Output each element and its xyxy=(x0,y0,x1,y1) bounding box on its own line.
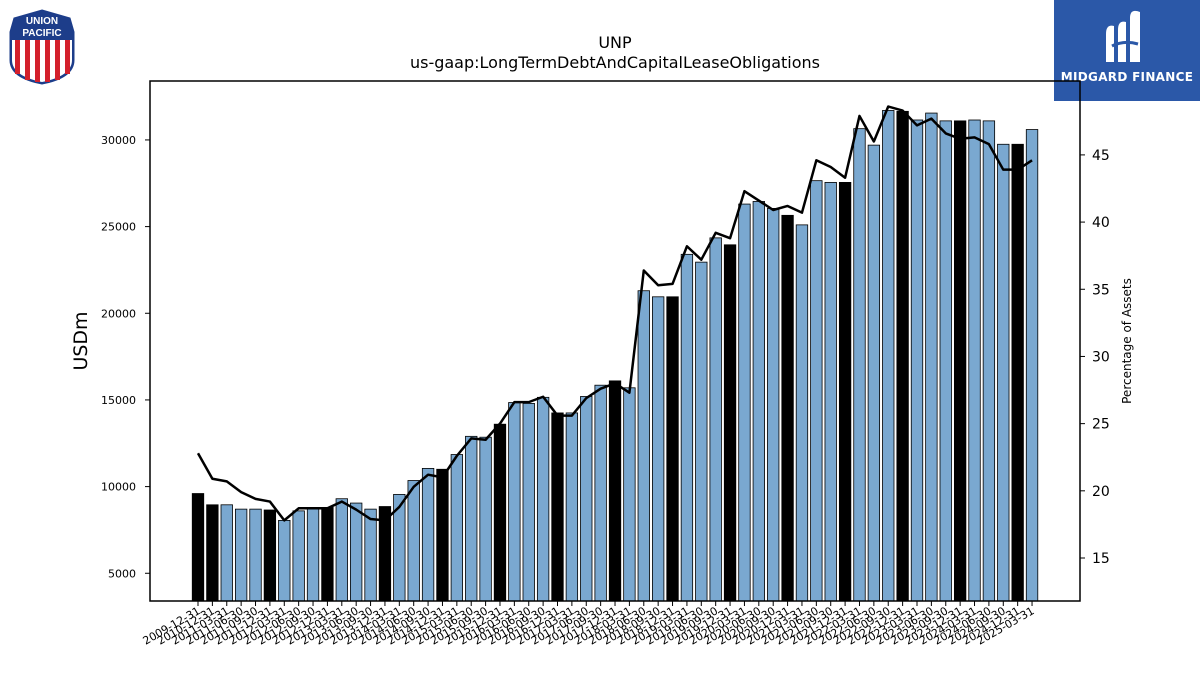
bar-2012-09-30 xyxy=(306,507,320,602)
bar-2024-06-30 xyxy=(982,120,996,602)
bar-2014-12-31 xyxy=(436,468,449,602)
bar-2023-12-31 xyxy=(953,120,967,602)
bar-2011-09-30 xyxy=(249,508,262,602)
bar-2017-06-30 xyxy=(580,396,593,602)
bar-2015-06-30 xyxy=(465,435,478,602)
midgard-finance-logo: MIDGARD FINANCE xyxy=(1054,0,1200,101)
series-line-percentage-of-assets xyxy=(196,105,1033,522)
bar-2024-12-31 xyxy=(1011,143,1024,602)
bar-2022-03-31 xyxy=(853,128,866,602)
bar-2024-09-30 xyxy=(997,143,1010,602)
bar-2022-06-30 xyxy=(867,144,881,602)
bar-2012-06-30 xyxy=(292,510,305,602)
bar-2018-09-30 xyxy=(652,296,665,602)
bar-2016-12-31 xyxy=(551,412,564,602)
bar-2017-03-31 xyxy=(565,412,579,602)
y2-tick-label: 35 xyxy=(1092,282,1110,298)
bar-2019-06-30 xyxy=(695,261,708,602)
midgard-mark-icon xyxy=(1106,10,1140,62)
bar-2022-12-31 xyxy=(896,110,909,602)
bar-2011-06-30 xyxy=(234,508,248,602)
bar-2021-09-30 xyxy=(824,181,837,602)
y2-tick-label: 45 xyxy=(1092,148,1110,164)
bar-2023-09-30 xyxy=(939,120,952,602)
y-tick-label: 30000 xyxy=(101,134,136,147)
y-tick-label: 10000 xyxy=(101,481,136,494)
bar-2012-12-31 xyxy=(321,506,334,602)
bar-2019-12-31 xyxy=(723,244,737,602)
bar-2011-12-31 xyxy=(263,509,277,602)
bar-2009-12-31 xyxy=(191,493,205,602)
bar-2010-12-31 xyxy=(206,504,219,602)
bar-2012-03-31 xyxy=(278,520,291,602)
bar-2013-09-30 xyxy=(364,508,377,602)
bar-2014-09-30 xyxy=(421,467,435,602)
y-axis-label: USDm xyxy=(70,311,92,370)
bar-2016-03-31 xyxy=(508,402,521,602)
left-axis: 5000 10000 15000 20000 25000 30000 xyxy=(101,134,150,580)
chart-subtitle: us-gaap:LongTermDebtAndCapitalLeaseOblig… xyxy=(410,53,820,72)
y-tick-label: 25000 xyxy=(101,221,136,234)
logo-text-pacific: PACIFIC xyxy=(22,28,61,39)
shield-stripes xyxy=(15,40,70,82)
bar-2020-03-31 xyxy=(738,203,751,602)
bar-2015-12-31 xyxy=(493,423,507,602)
bar-2024-03-31 xyxy=(968,119,981,602)
bars-layer xyxy=(191,110,1039,602)
bar-2016-06-30 xyxy=(522,402,535,602)
y2-tick-label: 20 xyxy=(1092,484,1110,500)
bar-2017-09-30 xyxy=(594,384,607,602)
bar-2013-03-31 xyxy=(335,498,348,602)
bar-2023-06-30 xyxy=(925,112,938,602)
x-axis: 2009-12-312010-12-312011-03-312011-06-30… xyxy=(141,601,1037,648)
bar-2016-09-30 xyxy=(536,396,550,602)
right-axis: 15 20 25 30 35 40 45 xyxy=(1080,148,1110,567)
bar-2018-03-31 xyxy=(623,387,636,602)
chart-title: UNP xyxy=(598,33,632,52)
y-tick-label: 5000 xyxy=(108,567,136,580)
y-tick-label: 20000 xyxy=(101,307,136,320)
bar-2020-06-30 xyxy=(752,201,765,602)
bar-2020-09-30 xyxy=(767,207,780,602)
bar-2017-12-31 xyxy=(608,380,622,602)
bar-2019-09-30 xyxy=(709,237,722,602)
bar-2022-09-30 xyxy=(882,110,895,602)
line-layer xyxy=(196,105,1033,522)
bar-2011-03-31 xyxy=(220,504,233,602)
union-pacific-logo: UNION PACIFIC xyxy=(9,9,75,85)
brand-name: MIDGARD FINANCE xyxy=(1060,70,1194,84)
bar-2013-06-30 xyxy=(350,502,363,602)
bar-2021-12-31 xyxy=(838,181,852,602)
bar-2015-09-30 xyxy=(479,436,492,602)
y-tick-label: 15000 xyxy=(101,394,136,407)
bar-2020-12-31 xyxy=(781,214,794,602)
y2-tick-label: 25 xyxy=(1092,417,1110,433)
logo-text-union: UNION xyxy=(26,16,58,27)
bar-2021-06-30 xyxy=(810,180,823,602)
y2-tick-label: 15 xyxy=(1092,551,1110,567)
bar-2018-12-31 xyxy=(666,296,679,602)
bar-2021-03-31 xyxy=(795,224,809,602)
bar-2018-06-30 xyxy=(637,290,650,602)
y2-axis-label: Percentage of Assets xyxy=(1120,278,1134,404)
y2-tick-label: 40 xyxy=(1092,215,1110,231)
bar-2023-03-31 xyxy=(910,119,924,602)
y2-tick-label: 30 xyxy=(1092,349,1110,365)
bar-2025-03-31 xyxy=(1025,129,1039,602)
bar-2014-06-30 xyxy=(407,480,420,602)
bar-2015-03-31 xyxy=(450,454,463,602)
bar-2019-03-31 xyxy=(680,253,694,602)
